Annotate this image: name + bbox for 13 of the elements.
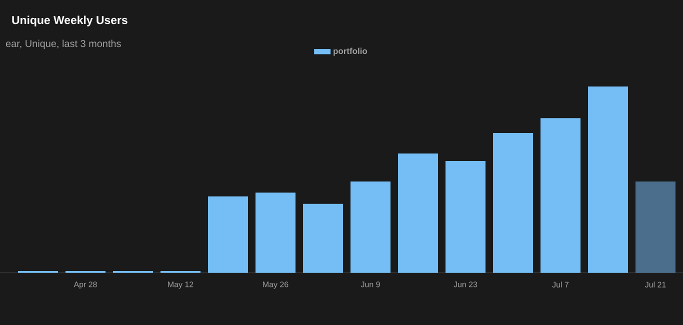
bar [208,196,248,273]
chart-title: Unique Weekly Users [12,16,128,26]
bar [588,86,628,273]
chart-subtitle: ear, Unique, last 3 months [6,40,121,50]
bar [350,182,391,273]
bar [493,133,534,273]
bar [303,204,344,273]
bar [446,161,486,273]
bar [636,182,676,273]
legend-label: portfolio [334,48,368,56]
bar [540,118,581,273]
bar [398,154,438,273]
bar [256,192,296,273]
